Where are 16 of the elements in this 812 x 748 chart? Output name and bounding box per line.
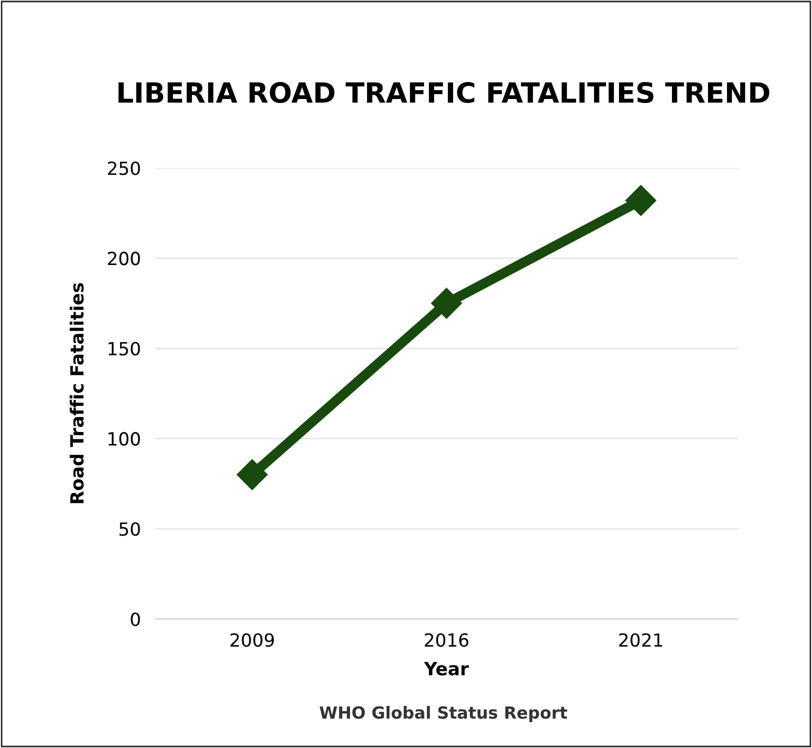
- x-tick-label: 2016: [424, 633, 468, 647]
- point: [431, 288, 462, 319]
- y-tick-label: 250: [108, 161, 140, 176]
- point: [625, 185, 656, 216]
- y-tick-label: 50: [120, 522, 140, 536]
- y-axis-title: Road Traffic Fatalities: [70, 283, 84, 504]
- y-tick-label: 200: [108, 252, 140, 266]
- x-tick-label: 2021: [619, 633, 662, 647]
- x-tick-label: 2009: [230, 633, 274, 647]
- y-tick-label: 100: [108, 432, 140, 446]
- y-tick-label: 0: [130, 612, 140, 626]
- y-tick-label: 150: [108, 342, 140, 356]
- chart-title: LIBERIA ROAD TRAFFIC FATALITIES TREND: [118, 82, 770, 104]
- text: WHO Global Status Report: [320, 706, 568, 722]
- point: [236, 459, 268, 490]
- x-axis-title: Year: [424, 662, 469, 676]
